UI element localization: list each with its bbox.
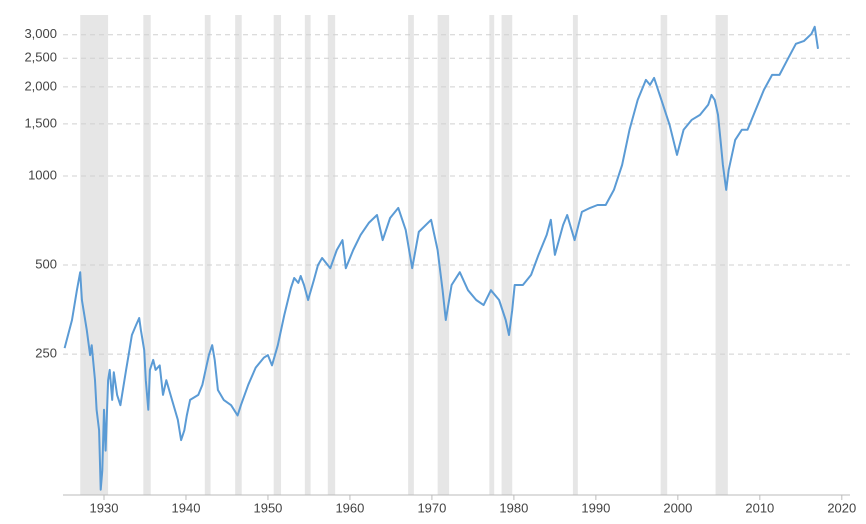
shaded-periods [80, 15, 728, 495]
x-tick-label: 1990 [581, 500, 610, 515]
shaded-period [327, 15, 336, 495]
x-tick-label: 1960 [335, 500, 364, 515]
x-tick-label: 1930 [90, 500, 119, 515]
shaded-period [489, 15, 495, 495]
y-tick-label: 2,500 [24, 50, 57, 65]
shaded-period [437, 15, 450, 495]
grid [63, 34, 850, 355]
y-tick-label: 250 [35, 346, 57, 361]
plot [63, 25, 819, 491]
y-tick-label: 2,000 [24, 78, 57, 93]
line [63, 25, 819, 491]
shaded-period [204, 15, 211, 495]
shaded-period [501, 15, 513, 495]
y-tick-label: 3,000 [24, 26, 57, 41]
x-tick-label: 1980 [499, 500, 528, 515]
shaded-period [235, 15, 242, 495]
shaded-period [408, 15, 414, 495]
x-tick-label: 2020 [827, 500, 856, 515]
shaded-period [660, 15, 668, 495]
y-tick-label: 500 [35, 256, 57, 271]
axes: 250 500 1000 1,500 2,000 2,500 3,000 1930 1940 19… [24, 26, 856, 515]
shaded-period [143, 15, 151, 495]
x-tick-label: 1940 [172, 500, 201, 515]
shaded-period [715, 15, 728, 495]
shaded-period [572, 15, 578, 495]
shaded-period [304, 15, 311, 495]
shaded-period [273, 15, 282, 495]
x-tick-label: 2000 [663, 500, 692, 515]
y-tick-label: 1000 [28, 167, 57, 182]
y-tick-label: 1,500 [24, 115, 57, 130]
x-tick-label: 1950 [253, 500, 282, 515]
x-tick-label: 1970 [417, 500, 446, 515]
x-tick-label: 2010 [745, 500, 774, 515]
